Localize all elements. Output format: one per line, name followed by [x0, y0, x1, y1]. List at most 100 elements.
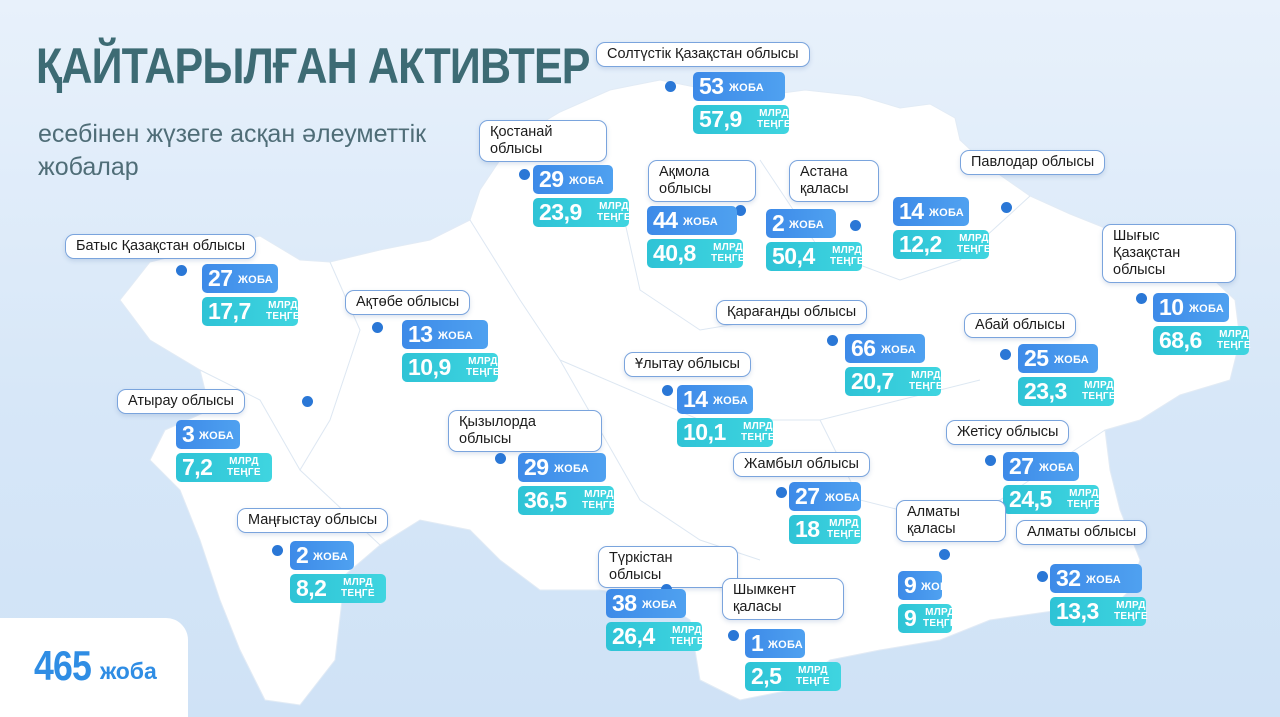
projects-unit: ЖОБА	[554, 463, 589, 475]
amount-unit-mln: МЛРД	[743, 421, 773, 432]
region-marker-dot[interactable]	[519, 169, 530, 180]
projects-count: 29	[524, 454, 549, 480]
projects-unit: ЖОБА	[729, 82, 764, 94]
projects-count: 27	[795, 483, 820, 509]
region-marker-dot[interactable]	[939, 549, 950, 560]
amount-value: 10,9	[408, 354, 451, 380]
projects-count: 38	[612, 590, 637, 616]
region-marker-dot[interactable]	[827, 335, 838, 346]
amount-value: 13,3	[1056, 598, 1099, 624]
amount-unit: МЛРД ТЕҢГЕ	[741, 421, 775, 443]
region-marker-dot[interactable]	[372, 322, 383, 333]
region-marker-dot[interactable]	[495, 453, 506, 464]
amount-unit-mln: МЛРД	[672, 625, 702, 636]
amount-badge: 40,8 МЛРД ТЕҢГЕ	[647, 239, 745, 268]
region-marker-dot[interactable]	[272, 545, 283, 556]
region-marker-dot[interactable]	[776, 487, 787, 498]
amount-badge: 36,5 МЛРД ТЕҢГЕ	[518, 486, 616, 515]
region-marker-dot[interactable]	[985, 455, 996, 466]
amount-unit-tenge: ТЕҢГЕ	[670, 636, 704, 647]
region-marker-dot[interactable]	[302, 396, 313, 407]
projects-count: 29	[539, 166, 564, 192]
amount-unit: МЛРД ТЕҢГЕ	[266, 300, 300, 322]
region-marker-dot[interactable]	[735, 205, 746, 216]
region-marker-dot[interactable]	[1000, 349, 1011, 360]
projects-unit: ЖОБА	[199, 430, 234, 442]
page-subtitle: есебінен жүзеге асқан әлеуметтік жобалар	[38, 120, 427, 181]
amount-badge: 24,5 МЛРД ТЕҢГЕ	[1003, 485, 1101, 514]
amount-unit-mln: МЛРД	[1116, 600, 1146, 611]
region-label: Қызылорда облысы	[448, 410, 602, 452]
amount-unit-tenge: ТЕҢГЕ	[741, 432, 775, 443]
region-marker-dot[interactable]	[850, 220, 861, 231]
projects-badge: 66 ЖОБА	[845, 334, 925, 363]
amount-unit-mln: МЛРД	[1219, 329, 1249, 340]
amount-badge: 68,6 МЛРД ТЕҢГЕ	[1153, 326, 1251, 355]
region-marker-dot[interactable]	[662, 385, 673, 396]
amount-unit: МЛРД ТЕҢГЕ	[582, 489, 616, 511]
projects-badge: 14 ЖОБА	[893, 197, 969, 226]
amount-unit: МЛРД ТЕҢГЕ	[1114, 600, 1148, 622]
region-label: Астана қаласы	[789, 160, 879, 202]
amount-unit-tenge: ТЕҢГЕ	[827, 529, 861, 540]
projects-unit: ЖОБА	[881, 344, 916, 356]
amount-badge: 7,2 МЛРД ТЕҢГЕ	[176, 453, 272, 482]
region-marker-dot[interactable]	[1001, 202, 1012, 213]
amount-unit: МЛРД ТЕҢГЕ	[597, 201, 631, 223]
projects-count: 25	[1024, 345, 1049, 371]
region-label: Шымкент қаласы	[722, 578, 844, 620]
projects-unit: ЖОБА	[1086, 574, 1121, 586]
projects-badge: 29 ЖОБА	[533, 165, 613, 194]
amount-value: 18	[795, 516, 820, 542]
amount-badge: 57,9 МЛРД ТЕҢГЕ	[693, 105, 791, 134]
projects-badge: 44 ЖОБА	[647, 206, 737, 235]
amount-value: 2,5	[751, 663, 782, 689]
region-marker-dot[interactable]	[665, 81, 676, 92]
amount-badge: 2,5 МЛРД ТЕҢГЕ	[745, 662, 841, 691]
region-label: Жамбыл облысы	[733, 452, 870, 477]
amount-unit-tenge: ТЕҢГЕ	[1082, 391, 1116, 402]
region-marker-dot[interactable]	[1136, 293, 1147, 304]
amount-unit: МЛРД ТЕҢГЕ	[757, 108, 791, 130]
region-marker-dot[interactable]	[176, 265, 187, 276]
amount-unit: МЛРД ТЕҢГЕ	[827, 518, 861, 540]
projects-count: 9	[904, 572, 917, 598]
amount-unit-tenge: ТЕҢГЕ	[1114, 611, 1148, 622]
projects-count: 44	[653, 207, 678, 233]
amount-badge: 23,3 МЛРД ТЕҢГЕ	[1018, 377, 1116, 406]
amount-unit-mln: МЛРД	[832, 245, 862, 256]
projects-count: 14	[899, 198, 924, 224]
projects-count: 1	[751, 630, 764, 656]
amount-unit: МЛРД ТЕҢГЕ	[1082, 380, 1116, 402]
amount-unit-mln: МЛРД	[798, 665, 828, 676]
region-label: Атырау облысы	[117, 389, 245, 414]
amount-unit-tenge: ТЕҢГЕ	[597, 212, 631, 223]
projects-count: 2	[296, 542, 309, 568]
amount-unit: МЛРД ТЕҢГЕ	[227, 456, 261, 478]
amount-unit-mln: МЛРД	[759, 108, 789, 119]
amount-badge: 26,4 МЛРД ТЕҢГЕ	[606, 622, 704, 651]
amount-unit: МЛРД ТЕҢГЕ	[1067, 488, 1101, 510]
amount-value: 36,5	[524, 487, 567, 513]
amount-badge: 20,7 МЛРД ТЕҢГЕ	[845, 367, 943, 396]
projects-badge: 27 ЖОБА	[1003, 452, 1079, 481]
projects-badge: 9 ЖОБА	[898, 571, 956, 600]
projects-unit: ЖОБА	[313, 551, 348, 563]
amount-value: 23,3	[1024, 378, 1067, 404]
amount-badge: 13,3 МЛРД ТЕҢГЕ	[1050, 597, 1148, 626]
amount-value: 7,2	[182, 454, 213, 480]
amount-value: 17,7	[208, 298, 251, 324]
projects-badge: 27 ЖОБА	[789, 482, 861, 511]
projects-unit: ЖОБА	[569, 175, 604, 187]
region-label: Маңғыстау облысы	[237, 508, 389, 533]
amount-value: 26,4	[612, 623, 655, 649]
amount-value: 9	[904, 605, 917, 631]
projects-unit: ЖОБА	[789, 219, 824, 231]
projects-badge: 14 ЖОБА	[677, 385, 753, 414]
projects-badge: 27 ЖОБА	[202, 264, 278, 293]
region-marker-dot[interactable]	[1037, 571, 1048, 582]
region-marker-dot[interactable]	[728, 630, 739, 641]
projects-unit: ЖОБА	[929, 207, 964, 219]
region-label: Шығыс Қазақстан облысы	[1102, 224, 1236, 283]
amount-badge: 50,4 МЛРД ТЕҢГЕ	[766, 242, 864, 271]
